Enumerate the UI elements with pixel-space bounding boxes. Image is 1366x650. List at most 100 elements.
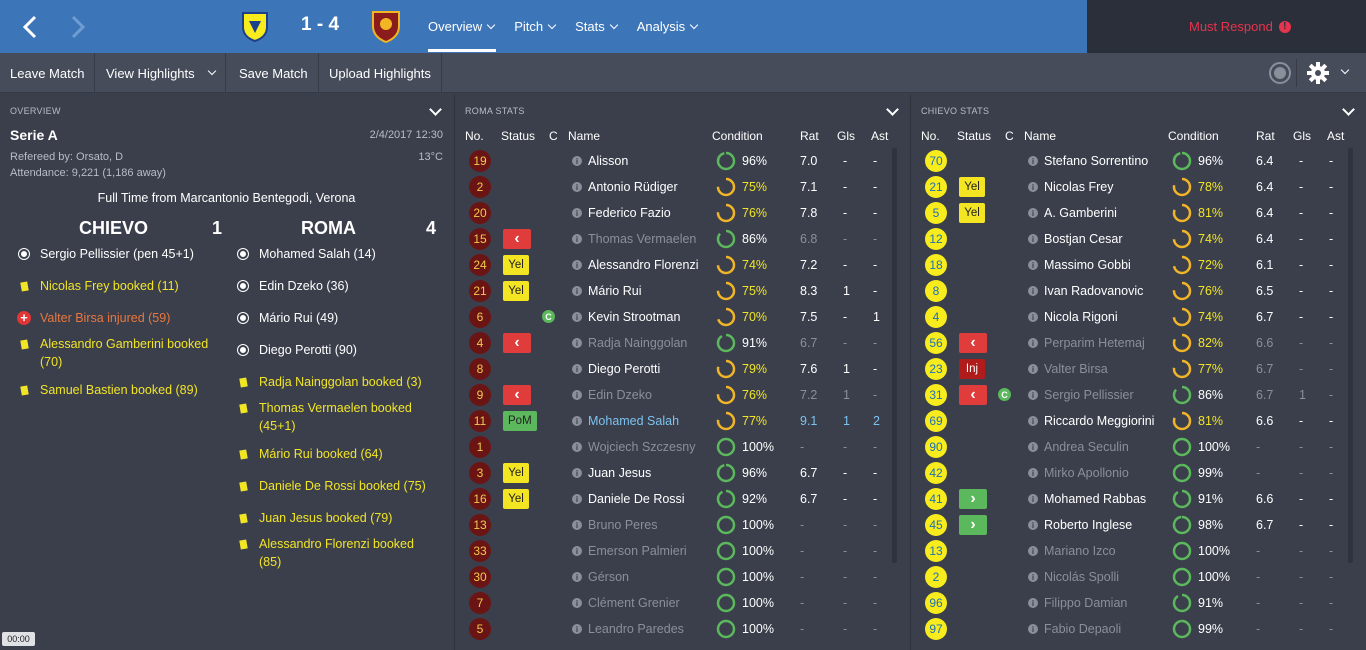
save-match-button[interactable]: Save Match <box>229 53 319 93</box>
scrollbar[interactable] <box>892 148 897 563</box>
chevron-down-icon[interactable] <box>429 103 442 116</box>
player-name[interactable]: Mariano Izco <box>1044 544 1116 558</box>
tab-overview[interactable]: Overview <box>418 0 504 53</box>
tab-stats[interactable]: Stats <box>565 0 627 53</box>
tab-analysis[interactable]: Analysis <box>627 0 707 53</box>
info-icon[interactable]: i <box>1028 390 1038 400</box>
scrollbar[interactable] <box>1348 148 1353 563</box>
forward-arrow-icon[interactable] <box>63 12 93 42</box>
table-row[interactable]: 30 i Gérson 100% - - - <box>455 564 890 590</box>
player-name[interactable]: Emerson Palmieri <box>588 544 687 558</box>
roma-crest-icon[interactable] <box>369 9 403 44</box>
col-rating[interactable]: Rat <box>800 129 819 143</box>
player-name[interactable]: Daniele De Rossi <box>588 492 685 506</box>
col-condition[interactable]: Condition <box>1168 129 1219 143</box>
info-icon[interactable]: i <box>1028 494 1038 504</box>
info-icon[interactable]: i <box>1028 338 1038 348</box>
event-text[interactable]: Mário Rui booked (64) <box>259 447 383 461</box>
player-name[interactable]: Leandro Paredes <box>588 622 684 636</box>
col-no[interactable]: No. <box>921 129 940 143</box>
event-text[interactable]: Alessandro Gamberini booked (70) <box>40 337 209 369</box>
info-icon[interactable]: i <box>1028 572 1038 582</box>
event-text[interactable]: Alessandro Florenzi booked (85) <box>259 537 414 569</box>
player-name[interactable]: Edin Dzeko <box>588 388 652 402</box>
record-icon[interactable] <box>1268 53 1292 93</box>
gear-icon[interactable] <box>1307 53 1329 93</box>
table-row[interactable]: 96 i Filippo Damian 91% - - - <box>911 590 1346 616</box>
table-row[interactable]: 4 i Nicola Rigoni 74% 6.7 - - <box>911 304 1346 330</box>
info-icon[interactable]: i <box>572 156 582 166</box>
player-name[interactable]: Thomas Vermaelen <box>588 232 697 246</box>
table-row[interactable]: 23 Inj i Valter Birsa 77% 6.7 - - <box>911 356 1346 382</box>
info-icon[interactable]: i <box>572 416 582 426</box>
info-icon[interactable]: i <box>572 286 582 296</box>
player-name[interactable]: Mohamed Salah <box>588 414 680 428</box>
player-name[interactable]: Ivan Radovanovic <box>1044 284 1144 298</box>
player-name[interactable]: Gérson <box>588 570 629 584</box>
table-row[interactable]: 21 Yel i Nicolas Frey 78% 6.4 - - <box>911 174 1346 200</box>
table-row[interactable]: 18 i Massimo Gobbi 72% 6.1 - - <box>911 252 1346 278</box>
info-icon[interactable]: i <box>1028 260 1038 270</box>
event-text[interactable]: Sergio Pellissier (pen 45+1) <box>40 247 194 261</box>
col-goals[interactable]: Gls <box>837 129 855 143</box>
info-icon[interactable]: i <box>1028 286 1038 296</box>
table-row[interactable]: 8 i Diego Perotti 79% 7.6 1 - <box>455 356 890 382</box>
tab-pitch[interactable]: Pitch <box>504 0 565 53</box>
info-icon[interactable]: i <box>572 598 582 608</box>
event-text[interactable]: Edin Dzeko (36) <box>259 279 349 293</box>
leave-match-button[interactable]: Leave Match <box>0 53 96 93</box>
player-name[interactable]: Radja Nainggolan <box>588 336 688 350</box>
info-icon[interactable]: i <box>572 234 582 244</box>
info-icon[interactable]: i <box>1028 364 1038 374</box>
upload-highlights-button[interactable]: Upload Highlights <box>319 53 442 93</box>
event-text[interactable]: Samuel Bastien booked (89) <box>40 383 198 397</box>
event-text[interactable]: Nicolas Frey booked (11) <box>40 279 179 293</box>
info-icon[interactable]: i <box>1028 234 1038 244</box>
table-row[interactable]: 12 i Bostjan Cesar 74% 6.4 - - <box>911 226 1346 252</box>
table-row[interactable]: 90 i Andrea Seculin 100% - - - <box>911 434 1346 460</box>
player-name[interactable]: Nicolás Spolli <box>1044 570 1120 584</box>
col-assists[interactable]: Ast <box>1327 129 1345 143</box>
view-highlights-button[interactable]: View Highlights <box>96 53 226 93</box>
info-icon[interactable]: i <box>1028 468 1038 478</box>
info-icon[interactable]: i <box>1028 156 1038 166</box>
info-icon[interactable]: i <box>572 442 582 452</box>
table-row[interactable]: 19 i Alisson 96% 7.0 - - <box>455 148 890 174</box>
table-row[interactable]: 70 i Stefano Sorrentino 96% 6.4 - - <box>911 148 1346 174</box>
event-text[interactable]: Juan Jesus booked (79) <box>259 511 393 525</box>
player-name[interactable]: Mohamed Rabbas <box>1044 492 1147 506</box>
table-row[interactable]: 4 ‹ i Radja Nainggolan 91% 6.7 - - <box>455 330 890 356</box>
player-name[interactable]: Stefano Sorrentino <box>1044 154 1149 168</box>
info-icon[interactable]: i <box>572 312 582 322</box>
table-row[interactable]: 7 i Clément Grenier 100% - - - <box>455 590 890 616</box>
info-icon[interactable]: i <box>572 390 582 400</box>
col-name[interactable]: Name <box>1024 129 1057 143</box>
info-icon[interactable]: i <box>572 338 582 348</box>
table-row[interactable]: 42 i Mirko Apollonio 99% - - - <box>911 460 1346 486</box>
col-captain[interactable]: C <box>1005 129 1014 143</box>
away-team-name[interactable]: ROMA <box>301 218 356 238</box>
info-icon[interactable]: i <box>572 364 582 374</box>
table-row[interactable]: 16 Yel i Daniele De Rossi 92% 6.7 - - <box>455 486 890 512</box>
player-name[interactable]: Nicolas Frey <box>1044 180 1114 194</box>
player-name[interactable]: Mirko Apollonio <box>1044 466 1129 480</box>
player-name[interactable]: Antonio Rüdiger <box>588 180 678 194</box>
table-row[interactable]: 20 i Federico Fazio 76% 7.8 - - <box>455 200 890 226</box>
player-name[interactable]: Federico Fazio <box>588 206 671 220</box>
must-respond-button[interactable]: Must Respond ! <box>1087 0 1366 53</box>
player-name[interactable]: Fabio Depaoli <box>1044 622 1122 636</box>
player-name[interactable]: Riccardo Meggiorini <box>1044 414 1155 428</box>
info-icon[interactable]: i <box>1028 520 1038 530</box>
chievo-crest-icon[interactable] <box>238 9 272 43</box>
table-row[interactable]: 2 i Antonio Rüdiger 75% 7.1 - - <box>455 174 890 200</box>
col-name[interactable]: Name <box>568 129 601 143</box>
table-row[interactable]: 69 i Riccardo Meggiorini 81% 6.6 - - <box>911 408 1346 434</box>
info-icon[interactable]: i <box>572 572 582 582</box>
player-name[interactable]: Wojciech Szczesny <box>588 440 696 454</box>
player-name[interactable]: Andrea Seculin <box>1044 440 1129 454</box>
table-row[interactable]: 15 ‹ i Thomas Vermaelen 86% 6.8 - - <box>455 226 890 252</box>
event-text[interactable]: Diego Perotti (90) <box>259 343 357 357</box>
player-name[interactable]: Diego Perotti <box>588 362 661 376</box>
table-row[interactable]: 13 i Mariano Izco 100% - - - <box>911 538 1346 564</box>
